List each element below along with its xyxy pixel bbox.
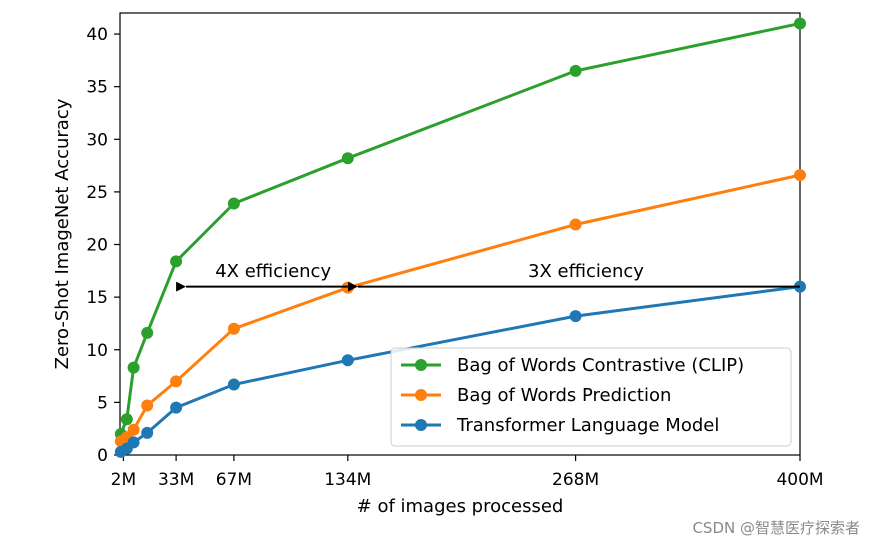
legend: Bag of Words Contrastive (CLIP) Bag of Wo… [390,347,792,447]
data-point [170,401,183,414]
y-tick-label: 20 [86,236,108,256]
y-tick-label: 30 [86,130,108,150]
y-tick-label: 35 [86,78,108,98]
data-point [569,64,582,77]
data-point [120,413,133,426]
series-3 [114,280,806,458]
legend-item: Bag of Words Contrastive (CLIP) [401,355,744,376]
data-point [170,255,183,268]
legend-label: Transformer Language Model [456,415,719,436]
data-point [341,152,354,165]
data-point [794,17,806,30]
efficiency-annotation-1: 4X efficiency [176,261,348,292]
data-point [127,423,140,436]
y-tick-label: 15 [86,288,108,308]
y-axis-title: Zero-Shot ImageNet Accuracy [52,98,73,369]
data-point [794,169,806,182]
legend-label: Bag of Words Prediction [457,385,671,406]
data-point [227,378,240,391]
legend-label: Bag of Words Contrastive (CLIP) [457,355,744,376]
legend-swatch-marker [415,389,427,401]
annotation-label: 3X efficiency [528,261,644,282]
data-point [227,197,240,210]
watermark-text: CSDN @智慧医疗探索者 [692,519,860,537]
data-point [141,326,154,339]
x-tick-label: 67M [216,470,252,490]
x-tick-label: 400M [776,470,823,490]
data-point [341,281,354,294]
data-point [341,354,354,367]
data-point [141,426,154,439]
legend-swatch-marker [415,359,427,371]
data-point [170,375,183,388]
legend-item: Transformer Language Model [401,415,719,436]
plot-frame [119,12,801,456]
y-tick-label: 0 [97,446,108,466]
axes: 0 5 10 15 20 25 30 35 40 2M 33M 67M 134M 268M 400M # of… [52,12,824,517]
y-tick-label: 5 [97,393,108,413]
data-point [227,322,240,335]
data-point [569,310,582,323]
data-point [127,361,140,374]
x-tick-label: 268M [552,470,599,490]
y-tick-label: 40 [86,25,108,45]
x-tick-label: 134M [324,470,371,490]
x-tick-label: 33M [158,470,194,490]
y-tick-label: 25 [86,183,108,203]
data-point [569,218,582,231]
series-2 [114,169,806,448]
legend-item: Bag of Words Prediction [401,385,671,406]
series-group [114,17,806,458]
y-tick-label: 10 [86,341,108,361]
annotations: 4X efficiency 3X efficiency [176,261,800,292]
x-tick-label: 2M [111,470,136,490]
series-1 [114,17,806,440]
data-point [141,399,154,412]
x-axis-title: # of images processed [357,496,564,517]
legend-swatch-marker [415,419,427,431]
annotation-label: 4X efficiency [215,261,331,282]
efficiency-annotation-2: 3X efficiency [347,261,800,292]
data-point [127,436,140,449]
legend-box [390,347,792,447]
